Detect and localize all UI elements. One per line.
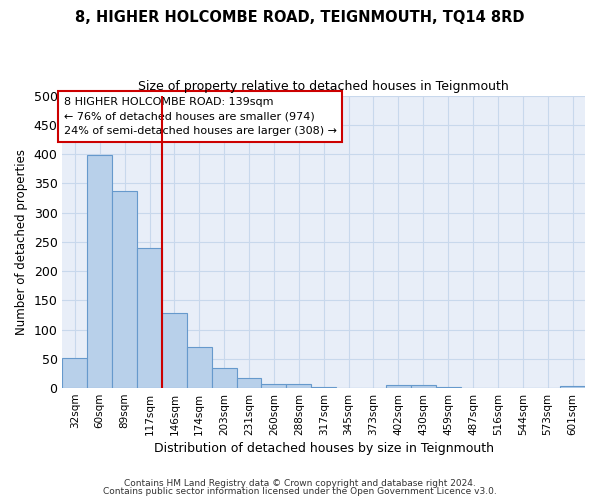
Bar (411, 385, 436, 388)
Bar (112, 191, 137, 388)
Bar (187, 347, 212, 388)
Bar (286, 384, 311, 388)
Text: 8 HIGHER HOLCOMBE ROAD: 139sqm
← 76% of detached houses are smaller (974)
24% of: 8 HIGHER HOLCOMBE ROAD: 139sqm ← 76% of … (64, 96, 337, 136)
Bar (62, 358, 88, 388)
Text: 8, HIGHER HOLCOMBE ROAD, TEIGNMOUTH, TQ14 8RD: 8, HIGHER HOLCOMBE ROAD, TEIGNMOUTH, TQ1… (75, 10, 525, 25)
Bar (386, 384, 411, 388)
Bar (560, 386, 585, 388)
Title: Size of property relative to detached houses in Teignmouth: Size of property relative to detached ho… (139, 80, 509, 93)
Bar (262, 384, 286, 388)
Bar (162, 313, 187, 388)
Text: Contains public sector information licensed under the Open Government Licence v3: Contains public sector information licen… (103, 487, 497, 496)
Text: Contains HM Land Registry data © Crown copyright and database right 2024.: Contains HM Land Registry data © Crown c… (124, 478, 476, 488)
Bar (212, 368, 236, 388)
Y-axis label: Number of detached properties: Number of detached properties (15, 149, 28, 335)
Bar (137, 248, 162, 388)
Bar (88, 155, 112, 388)
Bar (236, 378, 262, 388)
X-axis label: Distribution of detached houses by size in Teignmouth: Distribution of detached houses by size … (154, 442, 494, 455)
